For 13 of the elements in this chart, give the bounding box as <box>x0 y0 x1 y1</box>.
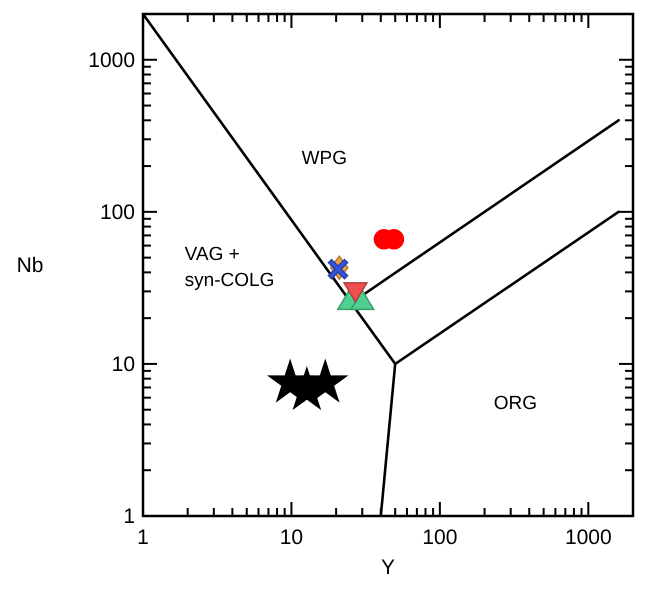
x-axis-title: Y <box>380 556 396 579</box>
annotation: VAG + syn-COLG <box>184 244 274 291</box>
y-tick-label: 10 <box>112 352 135 376</box>
annotation: ORG <box>494 393 538 414</box>
x-tick-label: 1 <box>137 526 149 549</box>
x-tick-label: 10 <box>280 526 304 549</box>
annotation: WPG <box>302 148 347 170</box>
y-tick-label: 1000 <box>88 48 135 72</box>
y-tick-label: 1 <box>123 505 135 528</box>
y-axis-title: Nb <box>16 254 44 277</box>
x-tick-label: 1000 <box>564 526 612 549</box>
y-tick-label: 100 <box>100 200 135 224</box>
x-tick-label: 100 <box>422 526 458 549</box>
